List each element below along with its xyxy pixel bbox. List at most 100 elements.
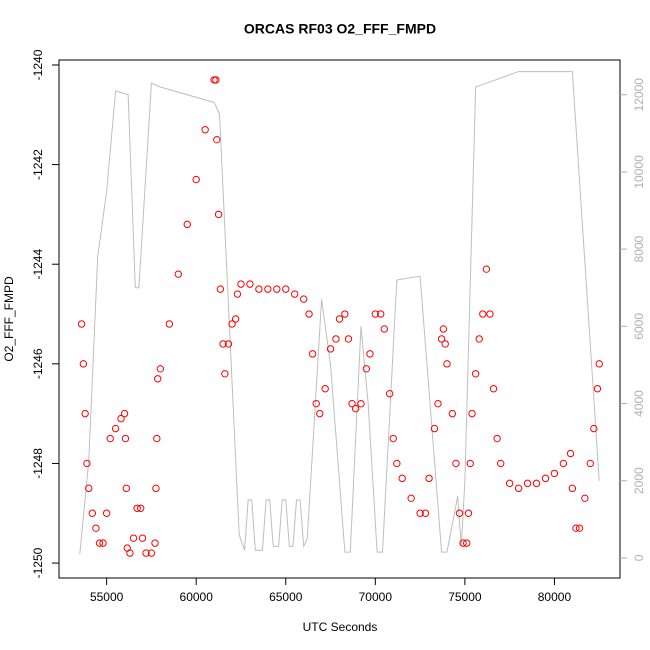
x-tick-label: 55000 bbox=[90, 590, 124, 604]
data-point bbox=[357, 399, 365, 408]
data-point bbox=[572, 524, 580, 532]
data-point bbox=[153, 375, 162, 383]
data-point bbox=[95, 539, 104, 547]
data-point bbox=[233, 290, 242, 298]
data-point bbox=[126, 549, 134, 557]
data-point bbox=[351, 404, 360, 413]
data-point bbox=[237, 280, 245, 288]
data-point bbox=[99, 539, 107, 547]
data-point bbox=[430, 424, 439, 433]
data-point bbox=[92, 524, 100, 532]
data-point bbox=[425, 474, 433, 483]
data-point bbox=[523, 479, 532, 488]
data-point bbox=[466, 459, 474, 468]
data-point bbox=[475, 335, 483, 343]
data-point bbox=[231, 315, 240, 323]
y-tick-label: -1250 bbox=[31, 547, 45, 578]
data-point bbox=[273, 285, 281, 293]
data-point bbox=[305, 310, 313, 318]
y-axis-label: O2_FFF_FMPD bbox=[2, 276, 16, 362]
data-point bbox=[138, 534, 147, 542]
data-point bbox=[541, 474, 550, 483]
data-point bbox=[88, 509, 97, 517]
data-point bbox=[371, 310, 380, 318]
data-point bbox=[559, 459, 568, 468]
data-point bbox=[212, 76, 220, 84]
data-point bbox=[83, 459, 91, 468]
data-point bbox=[213, 135, 221, 144]
data-point bbox=[214, 210, 223, 219]
data-point bbox=[174, 270, 182, 278]
data-point bbox=[77, 320, 86, 328]
data-point bbox=[153, 434, 161, 443]
data-point bbox=[129, 534, 138, 542]
data-point bbox=[255, 285, 263, 293]
data-point bbox=[216, 285, 225, 293]
data-point bbox=[443, 360, 451, 368]
data-point bbox=[493, 434, 501, 443]
data-point bbox=[282, 285, 290, 293]
data-point bbox=[489, 385, 498, 393]
data-point bbox=[380, 325, 388, 333]
data-point bbox=[398, 474, 406, 483]
data-point bbox=[497, 459, 505, 468]
data-point bbox=[85, 484, 93, 493]
data-point bbox=[308, 350, 317, 358]
y2-tick-label: 10000 bbox=[632, 155, 646, 189]
data-point bbox=[448, 409, 457, 418]
data-point bbox=[192, 175, 200, 184]
data-point bbox=[326, 345, 335, 353]
data-point bbox=[595, 360, 603, 368]
data-point bbox=[291, 290, 299, 298]
data-point bbox=[102, 509, 111, 517]
data-point bbox=[219, 340, 227, 348]
data-point bbox=[505, 479, 514, 488]
y2-tick-label: 0 bbox=[632, 554, 646, 561]
data-point bbox=[183, 220, 191, 229]
data-point bbox=[471, 370, 480, 378]
data-point bbox=[152, 484, 160, 493]
data-point bbox=[441, 340, 449, 348]
y2-tick-label: 4000 bbox=[632, 390, 646, 417]
data-point bbox=[593, 385, 602, 393]
y2-tick-label: 8000 bbox=[632, 235, 646, 262]
y-tick-label: -1242 bbox=[31, 149, 45, 180]
x-tick-label: 65000 bbox=[269, 590, 303, 604]
data-point bbox=[459, 539, 467, 547]
data-point bbox=[201, 126, 209, 134]
data-point bbox=[437, 335, 446, 343]
y-tick-label: -1246 bbox=[31, 348, 45, 379]
data-point bbox=[468, 409, 476, 418]
data-point bbox=[434, 399, 442, 408]
y-tick-label: -1244 bbox=[31, 249, 45, 280]
data-point bbox=[393, 459, 401, 468]
data-point bbox=[332, 335, 340, 343]
data-point bbox=[385, 390, 394, 398]
data-point bbox=[348, 399, 356, 408]
data-point bbox=[117, 414, 125, 423]
data-point bbox=[532, 479, 541, 488]
data-point bbox=[486, 310, 494, 318]
data-point bbox=[416, 509, 424, 517]
data-point bbox=[136, 504, 145, 512]
data-point bbox=[142, 549, 150, 557]
series-line bbox=[79, 71, 600, 555]
plot-frame bbox=[58, 59, 621, 579]
y2-tick-label: 2000 bbox=[632, 467, 646, 494]
data-point bbox=[566, 449, 575, 458]
data-point bbox=[568, 484, 577, 493]
data-point bbox=[462, 539, 471, 547]
data-point bbox=[344, 335, 353, 343]
data-point bbox=[341, 310, 349, 318]
data-point bbox=[79, 360, 88, 368]
data-point bbox=[581, 494, 589, 503]
data-point bbox=[464, 509, 473, 517]
data-point bbox=[421, 509, 430, 517]
data-point bbox=[335, 315, 344, 323]
data-point bbox=[389, 434, 397, 443]
data-point bbox=[147, 549, 156, 557]
data-point bbox=[121, 434, 130, 443]
data-point bbox=[316, 409, 324, 418]
data-point bbox=[133, 504, 141, 512]
